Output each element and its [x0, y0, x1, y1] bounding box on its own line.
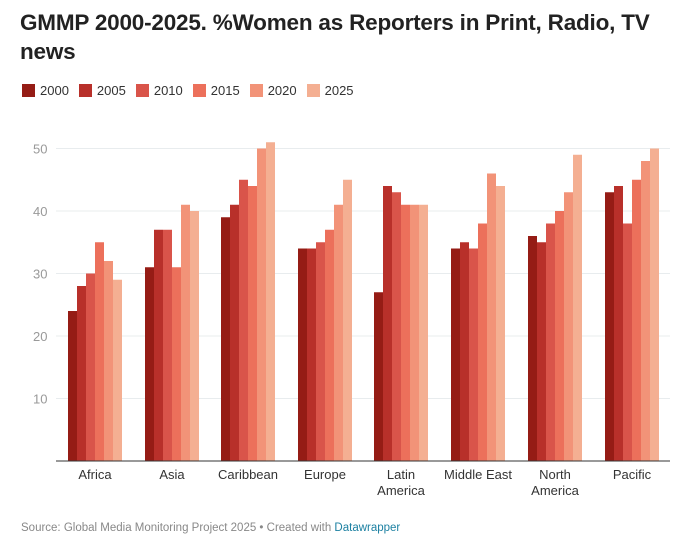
bar-caribbean-2025: [266, 142, 275, 461]
bar-caribbean-2010: [239, 179, 248, 461]
bar-africa-2005: [77, 286, 86, 461]
legend-swatch: [306, 84, 320, 97]
bar-europe-2010: [316, 242, 325, 461]
x-tick-label: Africa: [78, 467, 112, 482]
bar-africa-2020: [104, 261, 113, 461]
bar-caribbean-2020: [257, 148, 266, 461]
y-tick-label: 40: [33, 204, 47, 219]
bar-asia-2010: [163, 229, 172, 461]
bar-africa-2015: [95, 242, 104, 461]
bar-middle-east-2010: [469, 248, 478, 461]
bar-asia-2025: [190, 211, 199, 461]
bar-middle-east-2005: [460, 242, 469, 461]
x-tick-label: America: [377, 483, 425, 498]
bar-europe-2015: [325, 229, 334, 461]
bar-north-america-2015: [555, 211, 564, 461]
bar-latin-america-2005: [383, 186, 392, 461]
x-tick-label: America: [531, 483, 579, 498]
y-tick-label: 20: [33, 329, 47, 344]
legend-label: 2010: [153, 83, 183, 98]
bar-europe-2020: [334, 204, 343, 461]
bar-pacific-2025: [650, 148, 659, 461]
bar-latin-america-2010: [392, 192, 401, 461]
x-tick-label: Europe: [304, 467, 346, 482]
bar-north-america-2020: [564, 192, 573, 461]
bar-asia-2020: [181, 204, 190, 461]
bar-europe-2025: [343, 179, 352, 461]
x-tick-label: Middle East: [444, 467, 512, 482]
legend: 2000 2005 2010 2015 2020 2025: [22, 83, 354, 98]
legend-swatch: [22, 84, 35, 97]
bar-pacific-2020: [641, 161, 650, 461]
bar-north-america-2005: [537, 242, 546, 461]
bar-middle-east-2015: [478, 223, 487, 461]
bar-asia-2005: [154, 229, 163, 461]
legend-label: 2025: [324, 83, 354, 98]
x-tick-label: North: [539, 467, 571, 482]
bar-africa-2025: [113, 279, 122, 461]
bar-africa-2010: [86, 273, 95, 461]
bar-north-america-2025: [573, 154, 582, 461]
legend-label: 2005: [96, 83, 126, 98]
bar-latin-america-2020: [410, 204, 419, 461]
bar-caribbean-2000: [221, 217, 230, 461]
bar-europe-2000: [298, 248, 307, 461]
datawrapper-link[interactable]: Datawrapper: [334, 522, 401, 534]
bar-middle-east-2000: [451, 248, 460, 461]
bar-pacific-2000: [605, 192, 614, 461]
bar-pacific-2015: [632, 179, 641, 461]
bar-caribbean-2015: [248, 186, 257, 461]
chart-title: GMMP 2000-2025. %Women as Reporters in P…: [20, 10, 650, 64]
legend-item-2020: 2020: [249, 83, 297, 98]
legend-item-2025: 2025: [306, 83, 354, 98]
bar-europe-2005: [307, 248, 316, 461]
legend-swatch: [135, 84, 149, 97]
legend-item-2015: 2015: [192, 83, 240, 98]
bar-middle-east-2025: [496, 186, 505, 461]
x-tick-label: Caribbean: [218, 467, 278, 482]
bar-caribbean-2005: [230, 204, 239, 461]
legend-swatch: [192, 84, 206, 97]
x-tick-label: Latin: [387, 467, 415, 482]
bar-africa-2000: [68, 311, 77, 461]
y-tick-label: 10: [33, 392, 47, 407]
bar-north-america-2000: [528, 236, 537, 461]
y-tick-label: 50: [33, 142, 47, 157]
source-text: Source: Global Media Monitoring Project …: [21, 522, 335, 534]
legend-item-2005: 2005: [78, 83, 126, 98]
bar-asia-2000: [145, 267, 154, 461]
legend-swatch: [249, 84, 263, 97]
y-tick-label: 30: [33, 267, 47, 282]
bar-middle-east-2020: [487, 173, 496, 461]
legend-label: 2020: [267, 83, 297, 98]
bar-latin-america-2015: [401, 204, 410, 461]
legend-label: 2015: [210, 83, 240, 98]
legend-label: 2000: [40, 83, 69, 98]
x-tick-label: Asia: [159, 467, 185, 482]
legend-item-2010: 2010: [135, 83, 183, 98]
legend-item-2000: 2000: [22, 83, 69, 98]
bar-asia-2015: [172, 267, 181, 461]
source-note: Source: Global Media Monitoring Project …: [21, 522, 400, 534]
bar-pacific-2005: [614, 186, 623, 461]
bar-pacific-2010: [623, 223, 632, 461]
bar-latin-america-2000: [374, 292, 383, 461]
bar-latin-america-2025: [419, 204, 428, 461]
legend-swatch: [78, 84, 92, 97]
x-tick-label: Pacific: [613, 467, 652, 482]
bar-north-america-2010: [546, 223, 555, 461]
